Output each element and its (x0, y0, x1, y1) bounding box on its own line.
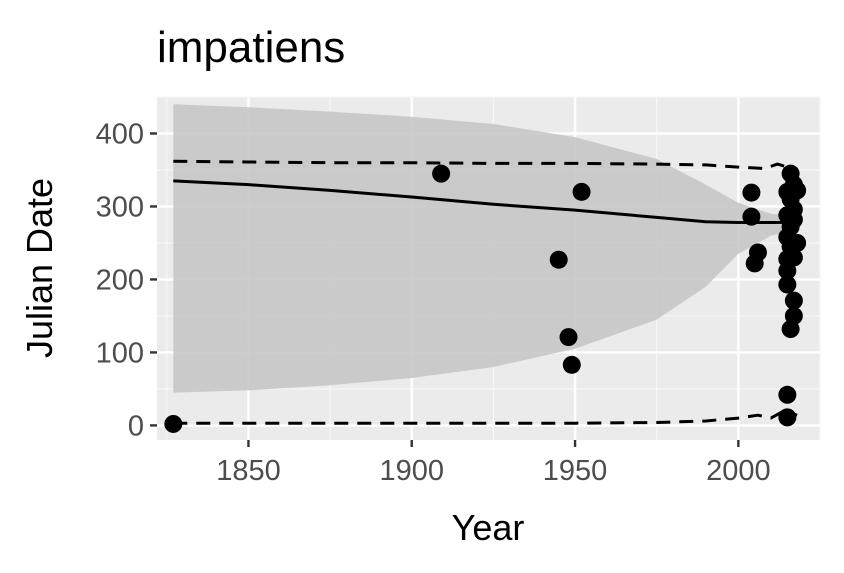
data-point (784, 248, 803, 267)
data-point (778, 275, 797, 294)
upper-bound-line (173, 159, 798, 172)
data-point (748, 243, 767, 262)
y-tick-label: 300 (96, 191, 144, 223)
data-point (549, 250, 568, 269)
y-tick-label: 200 (96, 264, 144, 296)
y-tick-label: 100 (96, 337, 144, 369)
data-point (788, 233, 807, 252)
data-point (432, 164, 451, 183)
x-tick-label: 1850 (216, 455, 281, 487)
confidence-ribbon (173, 104, 798, 393)
chart-title: impatiens (157, 23, 345, 72)
data-point (778, 385, 797, 404)
data-point (562, 355, 581, 374)
trend-line (173, 179, 798, 224)
x-tick-label: 1900 (379, 455, 444, 487)
x-tick-label: 1950 (543, 455, 608, 487)
x-axis-title: Year (452, 507, 525, 548)
x-tick-label: 2000 (706, 455, 771, 487)
data-points (164, 164, 807, 433)
series-lines (173, 159, 798, 425)
data-point (778, 408, 797, 427)
data-point (164, 414, 183, 433)
data-point (742, 207, 761, 226)
data-point (784, 210, 803, 229)
y-tick-label: 0 (128, 410, 144, 442)
y-tick-label: 400 (96, 118, 144, 150)
data-point (784, 306, 803, 325)
y-axis-title: Julian Date (19, 178, 60, 358)
data-point (742, 183, 761, 202)
data-point (559, 328, 578, 347)
data-point (788, 181, 807, 200)
data-point (784, 291, 803, 310)
axes: 1850 1900 1950 2000 0 100 200 300 400 (96, 118, 771, 487)
confidence-band (173, 104, 798, 393)
lower-bound-line (173, 409, 798, 425)
data-point (572, 182, 591, 201)
